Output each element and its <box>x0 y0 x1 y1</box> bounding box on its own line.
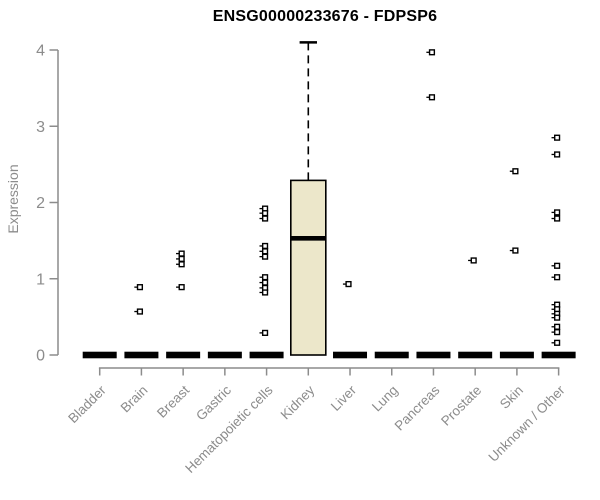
collapsed-box-pancreas <box>416 351 451 359</box>
data-point-unknown-other <box>554 151 561 158</box>
data-point-unknown-other <box>554 134 561 141</box>
collapsed-box-hematopoietic-cells <box>249 351 284 359</box>
data-point-liver <box>345 280 352 288</box>
collapsed-box-breast <box>166 351 201 359</box>
data-point-unknown-other <box>554 262 561 269</box>
collapsed-box-unknown-other <box>541 351 576 359</box>
collapsed-box-prostate <box>458 351 493 359</box>
data-point-unknown-other <box>554 323 561 330</box>
data-point-skin <box>512 247 519 254</box>
data-point-unknown-other <box>554 215 561 222</box>
x-tick-label-pancreas: Pancreas <box>392 382 443 433</box>
data-point-hematopoietic-cells <box>261 329 269 336</box>
x-tick-label-lung: Lung <box>369 383 401 415</box>
y-tick-label: 3 <box>36 119 45 136</box>
data-point-hematopoietic-cells <box>261 215 269 222</box>
x-tick-label-breast: Breast <box>154 382 192 420</box>
data-point-unknown-other <box>554 339 561 346</box>
collapsed-box-brain <box>124 351 159 359</box>
data-point-prostate <box>470 257 477 264</box>
data-point-brain <box>136 284 144 291</box>
x-tick-label-gastric: Gastric <box>193 382 234 423</box>
data-point-skin <box>512 168 519 175</box>
x-tick-label-bladder: Bladder <box>65 382 109 426</box>
chart-title: ENSG00000233676 - FDPSP6 <box>212 8 438 25</box>
collapsed-box-lung <box>374 351 409 359</box>
x-tick-label-brain: Brain <box>118 383 151 416</box>
y-tick-label: 1 <box>36 271 45 288</box>
data-point-breast <box>178 284 185 291</box>
data-point-breast <box>178 255 185 263</box>
data-point-hematopoietic-cells <box>261 253 269 260</box>
x-tick-label-kidney: Kidney <box>278 382 318 422</box>
data-point-unknown-other <box>554 329 561 336</box>
x-tick-label-unknown-other: Unknown / Other <box>486 382 569 465</box>
y-tick-label: 2 <box>36 195 45 212</box>
data-point-unknown-other <box>554 314 561 321</box>
data-point-pancreas <box>428 49 436 56</box>
data-point-hematopoietic-cells <box>261 210 269 217</box>
data-point-pancreas <box>428 94 436 101</box>
collapsed-box-bladder <box>82 351 117 359</box>
data-point-hematopoietic-cells <box>261 242 269 250</box>
collapsed-box-skin <box>499 351 534 359</box>
x-tick-label-prostate: Prostate <box>438 383 484 429</box>
collapsed-box-gastric <box>207 351 242 359</box>
data-point-unknown-other <box>554 209 561 216</box>
collapsed-box-liver <box>333 351 368 359</box>
y-axis-title: Expression <box>5 164 21 234</box>
y-tick-label: 4 <box>36 43 45 60</box>
data-point-hematopoietic-cells <box>261 289 269 296</box>
data-point-hematopoietic-cells <box>261 248 269 255</box>
data-point-breast <box>178 261 185 268</box>
y-tick-label: 0 <box>36 348 45 365</box>
data-point-hematopoietic-cells <box>261 274 269 281</box>
x-tick-label-skin: Skin <box>497 383 526 412</box>
data-point-breast <box>178 250 185 257</box>
box-kidney <box>289 179 327 356</box>
data-point-hematopoietic-cells <box>261 279 269 286</box>
x-tick-label-liver: Liver <box>328 382 360 414</box>
data-point-brain <box>136 308 144 315</box>
data-point-unknown-other <box>554 274 561 281</box>
